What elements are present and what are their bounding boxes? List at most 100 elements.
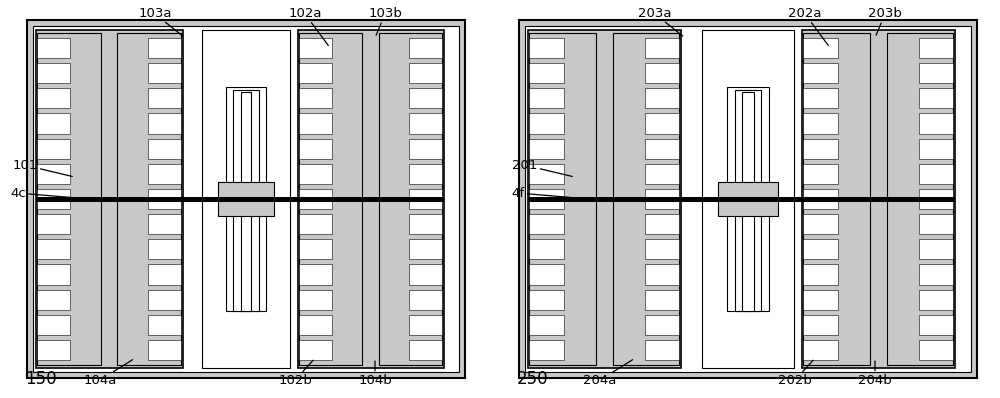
Bar (148, 113, 181, 134)
Bar (148, 189, 181, 209)
Bar (379, 33, 442, 365)
Bar (148, 315, 181, 335)
Text: 103a: 103a (138, 8, 183, 36)
Text: 150: 150 (25, 370, 57, 388)
Bar (519, 20, 977, 378)
Bar (148, 289, 181, 310)
Text: 103b: 103b (368, 8, 402, 35)
Bar (645, 164, 679, 184)
Bar (803, 340, 838, 360)
Bar (409, 264, 442, 285)
Bar (529, 189, 564, 209)
Bar (645, 239, 679, 259)
Bar (718, 182, 778, 216)
Bar (299, 289, 332, 310)
Bar (919, 113, 953, 134)
Bar (148, 139, 181, 159)
Bar (27, 20, 465, 378)
Bar (919, 340, 953, 360)
Bar (37, 340, 70, 360)
Bar (226, 209, 266, 310)
Bar (803, 289, 838, 310)
Text: 203a: 203a (638, 8, 683, 36)
Text: 202a: 202a (788, 8, 828, 45)
Bar (702, 30, 794, 368)
Bar (148, 264, 181, 285)
Text: 201: 201 (512, 159, 572, 176)
Text: 204b: 204b (858, 361, 892, 386)
Bar (37, 315, 70, 335)
Bar (919, 63, 953, 83)
Text: 101: 101 (12, 159, 72, 176)
Bar (803, 239, 838, 259)
Text: 202b: 202b (778, 360, 813, 386)
Bar (803, 189, 838, 209)
Bar (727, 88, 769, 189)
Bar (742, 214, 754, 310)
Bar (802, 30, 955, 368)
Bar (409, 88, 442, 109)
Text: 4c: 4c (10, 187, 72, 199)
Bar (409, 113, 442, 134)
Bar (148, 38, 181, 58)
Bar (645, 88, 679, 109)
Bar (37, 289, 70, 310)
Bar (233, 211, 259, 310)
Bar (803, 264, 838, 285)
Bar (37, 239, 70, 259)
Bar (645, 113, 679, 134)
Bar (148, 63, 181, 83)
Bar (803, 33, 870, 365)
Bar (33, 26, 459, 372)
Bar (299, 264, 332, 285)
Bar (299, 189, 332, 209)
Bar (803, 38, 838, 58)
Bar (148, 88, 181, 109)
Bar (919, 189, 953, 209)
Text: 102b: 102b (278, 360, 313, 386)
Bar (529, 264, 564, 285)
Bar (299, 88, 332, 109)
Bar (645, 340, 679, 360)
Bar (919, 239, 953, 259)
Bar (37, 88, 70, 109)
Bar (148, 340, 181, 360)
Bar (529, 88, 564, 109)
Bar (919, 164, 953, 184)
Bar (409, 239, 442, 259)
Bar (528, 197, 955, 201)
Bar (299, 239, 332, 259)
Bar (148, 164, 181, 184)
Bar (299, 164, 332, 184)
Text: 104a: 104a (83, 360, 133, 386)
Bar (299, 315, 332, 335)
Bar (919, 315, 953, 335)
Bar (298, 30, 444, 368)
Text: 102a: 102a (288, 8, 328, 45)
Bar (803, 164, 838, 184)
Bar (409, 214, 442, 234)
Bar (37, 189, 70, 209)
Bar (529, 239, 564, 259)
Bar (299, 214, 332, 234)
Bar (37, 214, 70, 234)
Bar (803, 113, 838, 134)
Bar (37, 63, 70, 83)
Bar (299, 139, 332, 159)
Bar (299, 38, 332, 58)
Bar (645, 264, 679, 285)
Bar (919, 38, 953, 58)
Bar (233, 90, 259, 189)
Bar (37, 33, 101, 365)
Text: 4f: 4f (511, 187, 572, 199)
Bar (37, 38, 70, 58)
Bar (919, 214, 953, 234)
Bar (887, 33, 953, 365)
Bar (529, 164, 564, 184)
Bar (645, 139, 679, 159)
Bar (409, 340, 442, 360)
Bar (645, 63, 679, 83)
Bar (241, 92, 251, 189)
Text: 203b: 203b (868, 8, 902, 35)
Bar (919, 264, 953, 285)
